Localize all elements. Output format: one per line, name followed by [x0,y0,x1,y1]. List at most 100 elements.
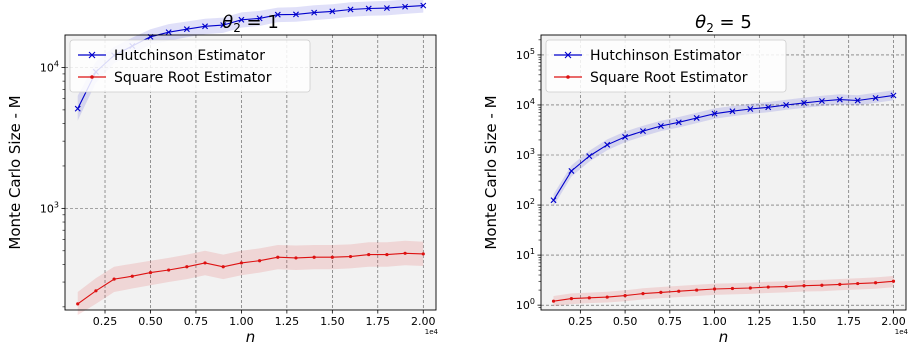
data-point-marker [348,254,353,259]
legend-marker-1 [564,51,572,59]
x-tick-label: 1.00 [229,315,254,328]
chart-title: θ2 = 1 [222,12,279,35]
confidence-band-2 [77,240,424,315]
data-point-marker [605,295,609,299]
data-point-marker [783,101,790,108]
y-tick-base: 10 [516,299,530,312]
data-point-marker [695,288,699,292]
data-point-marker [220,22,227,29]
data-point-marker [203,261,207,265]
data-point-marker [766,285,770,289]
data-point-marker [711,110,718,117]
data-point-marker [693,114,700,121]
title-value: = 1 [241,12,279,33]
data-point-marker [872,94,879,101]
legend-box [69,39,311,93]
legend-label-1: Hutchinson Estimator [590,48,741,64]
data-point-marker [74,105,81,112]
data-point-marker [292,11,299,18]
data-point-marker [94,289,98,293]
y-tick-exponent: 3 [54,200,59,209]
data-point-marker [748,286,752,290]
title-subscript: 2 [706,21,714,35]
y-tick-base: 10 [516,49,530,62]
legend-label-2: Square Root Estimator [590,70,748,86]
x-tick-label: 1.50 [320,315,345,328]
data-point-marker [257,259,262,263]
data-point-marker [622,133,629,140]
x-exponent-label: 1e4 [895,328,909,336]
data-point-marker [784,284,788,289]
data-point-marker [238,16,245,23]
data-point-marker [587,296,591,300]
data-point-marker [385,252,389,257]
series-line-2 [77,252,424,305]
data-point-marker [677,289,681,293]
x-tick-label: 1.25 [275,315,300,328]
x-tick-label: 0.25 [568,315,593,328]
data-point-marker [729,108,736,115]
data-point-marker [659,290,663,294]
y-tick-exponent: 2 [530,197,535,206]
data-point-marker [276,255,280,259]
data-point-marker [657,123,664,129]
y-tick-label: 103 [40,200,59,215]
data-point-marker [365,5,372,12]
data-point-marker [675,119,682,126]
y-tick-label: 102 [516,197,535,212]
data-point-marker [294,256,298,260]
plot-frame [540,34,907,311]
data-point-marker [641,292,645,296]
confidence-band-2 [553,275,894,307]
data-point-marker [130,274,134,278]
data-point-marker [367,252,371,257]
x-tick-label: 1.50 [792,315,817,328]
y-tick-exponent: 4 [54,59,59,68]
data-point-marker [854,97,861,104]
x-tick-label: 0.50 [138,315,163,328]
data-point-marker [765,104,772,111]
title-symbol: θ [695,12,706,33]
legend-label-2: Square Root Estimator [114,70,272,86]
data-point-marker [801,99,808,106]
x-axis-label: n [246,328,256,346]
data-point-marker [256,15,263,22]
data-point-marker [730,286,735,291]
data-point-marker [148,271,153,275]
data-point-marker [818,98,825,104]
x-tick-label: 0.25 [93,315,118,328]
x-tick-label: 1.75 [366,315,391,328]
x-axis-label: n [719,328,729,346]
y-axis-label: Monte Carlo Size - M [482,95,500,249]
data-point-marker [112,277,116,281]
y-tick-base: 10 [516,99,530,112]
x-tick-label: 0.50 [613,315,638,328]
data-point-marker [712,287,717,291]
data-point-marker [802,284,806,288]
legend-marker-1 [88,51,96,59]
x-tick-label: 1.00 [702,315,727,328]
legend-label-1: Hutchinson Estimator [114,48,265,64]
y-tick-base: 10 [516,149,530,162]
data-point-marker [402,3,409,10]
y-tick-label: 100 [516,297,535,312]
y-tick-label: 103 [516,147,535,162]
y-tick-label: 104 [516,97,535,112]
legend-marker-2 [566,75,570,79]
x-tick-label: 1.25 [747,315,772,328]
y-tick-base: 10 [40,202,54,215]
series-line-2 [553,280,894,302]
data-point-marker [330,255,334,259]
x-tick-label: 2.00 [881,315,906,328]
plot-frame [64,34,437,311]
data-point-marker [239,261,244,265]
y-tick-label: 105 [516,47,535,62]
x-exponent-label: 1e4 [425,328,439,336]
legend-box [545,39,787,93]
y-tick-exponent: 4 [530,97,535,106]
data-point-marker [185,265,189,269]
data-point-marker [202,23,209,30]
data-point-marker [586,153,593,160]
data-point-marker [623,294,627,298]
